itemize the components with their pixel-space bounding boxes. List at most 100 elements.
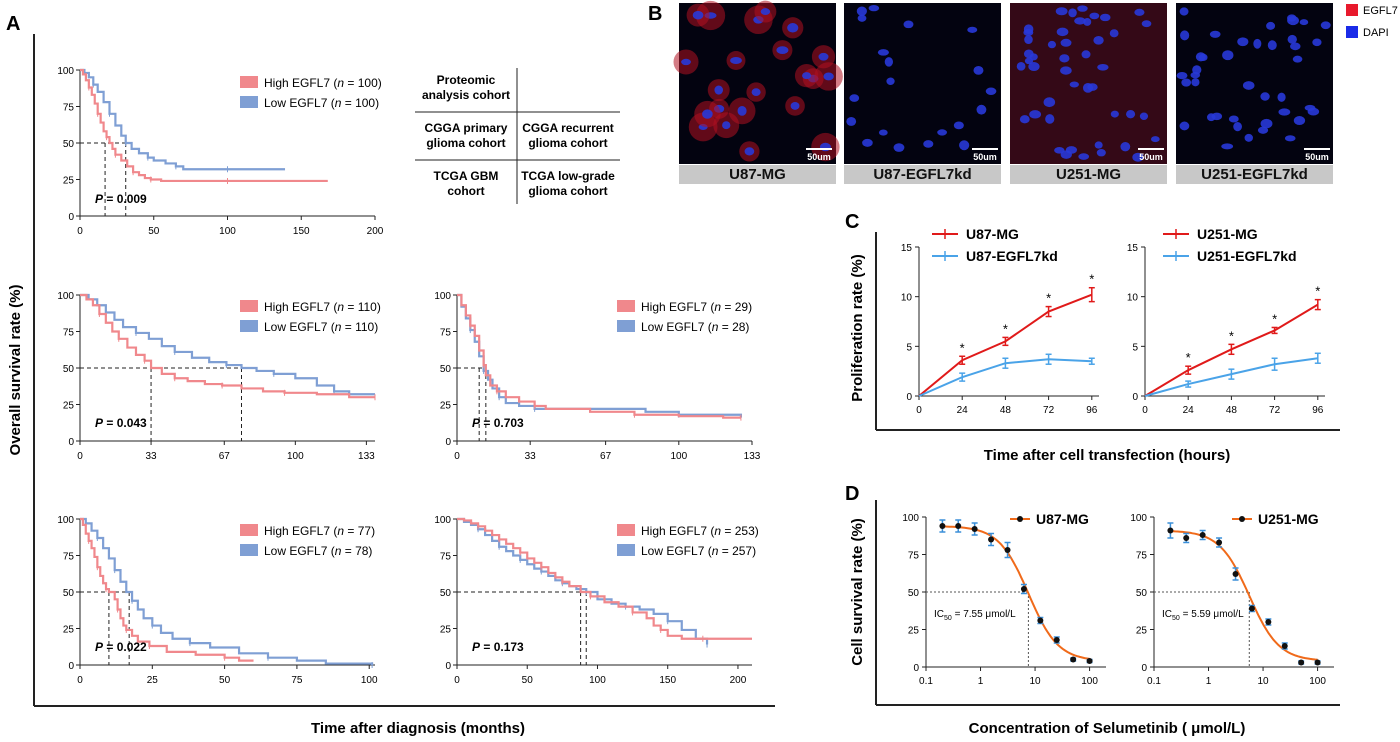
y-tick-label: 0 <box>445 661 451 672</box>
nucleus <box>790 102 800 110</box>
y-tick-label: 100 <box>57 515 74 526</box>
x-tick-label: 10 <box>1029 676 1041 687</box>
nucleus <box>953 121 964 130</box>
data-point <box>1199 532 1206 538</box>
nucleus <box>1253 38 1262 49</box>
legend-label: U251-EGFL7kd <box>1197 248 1297 264</box>
nucleus <box>1094 141 1103 149</box>
nucleus <box>868 4 880 12</box>
nucleus <box>1134 8 1145 16</box>
nucleus <box>959 140 970 151</box>
nucleus <box>1055 7 1068 16</box>
panel-letter-b: B <box>648 3 662 25</box>
legend-label: High EGFL7 (n = 110) <box>264 300 381 314</box>
y-tick-label: 75 <box>908 551 920 562</box>
nucleus <box>1277 92 1286 102</box>
data-point <box>1298 659 1305 666</box>
p-value: P = 0.022 <box>95 640 147 654</box>
nucleus <box>1267 40 1277 51</box>
nucleus <box>1082 82 1094 93</box>
km-plot: 0 25 50 75 100 0 33 67 100 133 High EGFL7 (n = 110… <box>57 291 381 462</box>
x-tick-label: 100 <box>361 675 378 686</box>
y-tick-label: 75 <box>63 552 75 563</box>
y-tick-label: 75 <box>440 552 452 563</box>
legend-swatch <box>240 300 258 312</box>
y-tick-label: 50 <box>63 364 75 375</box>
x-tick-label: 50 <box>148 226 160 237</box>
x-tick-label: 24 <box>1183 405 1195 416</box>
proliferation-plot: 0 5 10 15 0 24 48 72 96 * * * * U87-MG U87-EGFL7kd <box>901 226 1099 416</box>
nucleus <box>692 10 704 20</box>
survival-curve <box>80 293 375 396</box>
data-point <box>1314 659 1321 666</box>
legend-label: High EGFL7 (n = 29) <box>641 300 752 314</box>
survival-curve <box>80 517 374 665</box>
data-point <box>1167 527 1174 534</box>
y-tick-label: 25 <box>63 401 75 412</box>
significance-star: * <box>1186 350 1191 365</box>
legend-label: U251-MG <box>1258 511 1319 527</box>
x-tick-label: 150 <box>659 675 676 686</box>
nucleus <box>1043 97 1056 108</box>
data-point <box>1070 656 1077 663</box>
x-tick-label: 72 <box>1269 405 1281 416</box>
data-point <box>1183 535 1190 541</box>
nucleus <box>1179 121 1190 131</box>
y-tick-label: 10 <box>901 293 913 304</box>
legend-swatch <box>617 524 635 536</box>
nucleus <box>1139 112 1149 121</box>
y-tick-label: 0 <box>68 437 74 448</box>
legend-label-egfl7: EGFL7 <box>1363 5 1398 17</box>
nucleus <box>1228 115 1239 123</box>
legend-marker <box>1239 516 1245 522</box>
nucleus <box>1078 153 1090 160</box>
x-tick-label: 1 <box>978 676 984 687</box>
data-point <box>988 536 995 543</box>
nucleus <box>819 142 831 152</box>
nucleus <box>1023 24 1034 35</box>
cohort-cell: CGGA recurrent glioma cohort <box>522 121 614 150</box>
x-tick-label: 33 <box>145 451 157 462</box>
p-value: P = 0.703 <box>472 416 524 430</box>
x-tick-label: 50 <box>522 675 534 686</box>
y-tick-label: 100 <box>434 291 451 302</box>
x-tick-label: 33 <box>525 451 537 462</box>
scalebar-label: 50um <box>807 152 831 162</box>
legend-label: High EGFL7 (n = 100) <box>264 76 382 90</box>
nucleus <box>1126 109 1136 119</box>
y-tick-label: 0 <box>68 661 74 672</box>
nucleus <box>1221 143 1234 150</box>
nucleus <box>702 109 713 119</box>
micrograph-label: U87-EGFL7kd <box>844 165 1001 184</box>
legend-swatch <box>240 544 258 556</box>
y-tick-label: 25 <box>440 401 452 412</box>
x-tick-label: 67 <box>600 451 612 462</box>
x-tick-label: 67 <box>219 451 231 462</box>
scalebar-label: 50um <box>973 152 997 162</box>
nucleus <box>787 23 799 33</box>
nucleus <box>1233 122 1242 132</box>
y-tick-label: 100 <box>57 66 74 77</box>
nucleus <box>1266 21 1276 30</box>
legend-swatch-dapi <box>1346 26 1358 38</box>
nucleus <box>823 72 834 81</box>
data-point <box>939 523 946 529</box>
nucleus <box>1150 136 1160 143</box>
legend-swatch <box>617 300 635 312</box>
cohort-cell: Proteomic analysis cohort <box>422 73 510 102</box>
nucleus <box>722 121 731 130</box>
nucleus <box>1056 27 1069 37</box>
panel-a-xlabel: Time after diagnosis (months) <box>311 720 525 737</box>
y-tick-label: 25 <box>63 176 75 187</box>
nucleus <box>1141 20 1152 28</box>
nucleus <box>1077 5 1088 12</box>
nucleus <box>1260 92 1270 101</box>
data-point <box>1020 586 1027 592</box>
nucleus <box>1016 62 1026 71</box>
nucleus <box>1074 17 1086 25</box>
survival-curve <box>80 293 375 399</box>
nucleus <box>1257 126 1269 134</box>
data-point <box>1265 619 1272 625</box>
panel-a-ylabel: Overall survival rate (%) <box>7 285 24 456</box>
nucleus <box>681 58 691 66</box>
